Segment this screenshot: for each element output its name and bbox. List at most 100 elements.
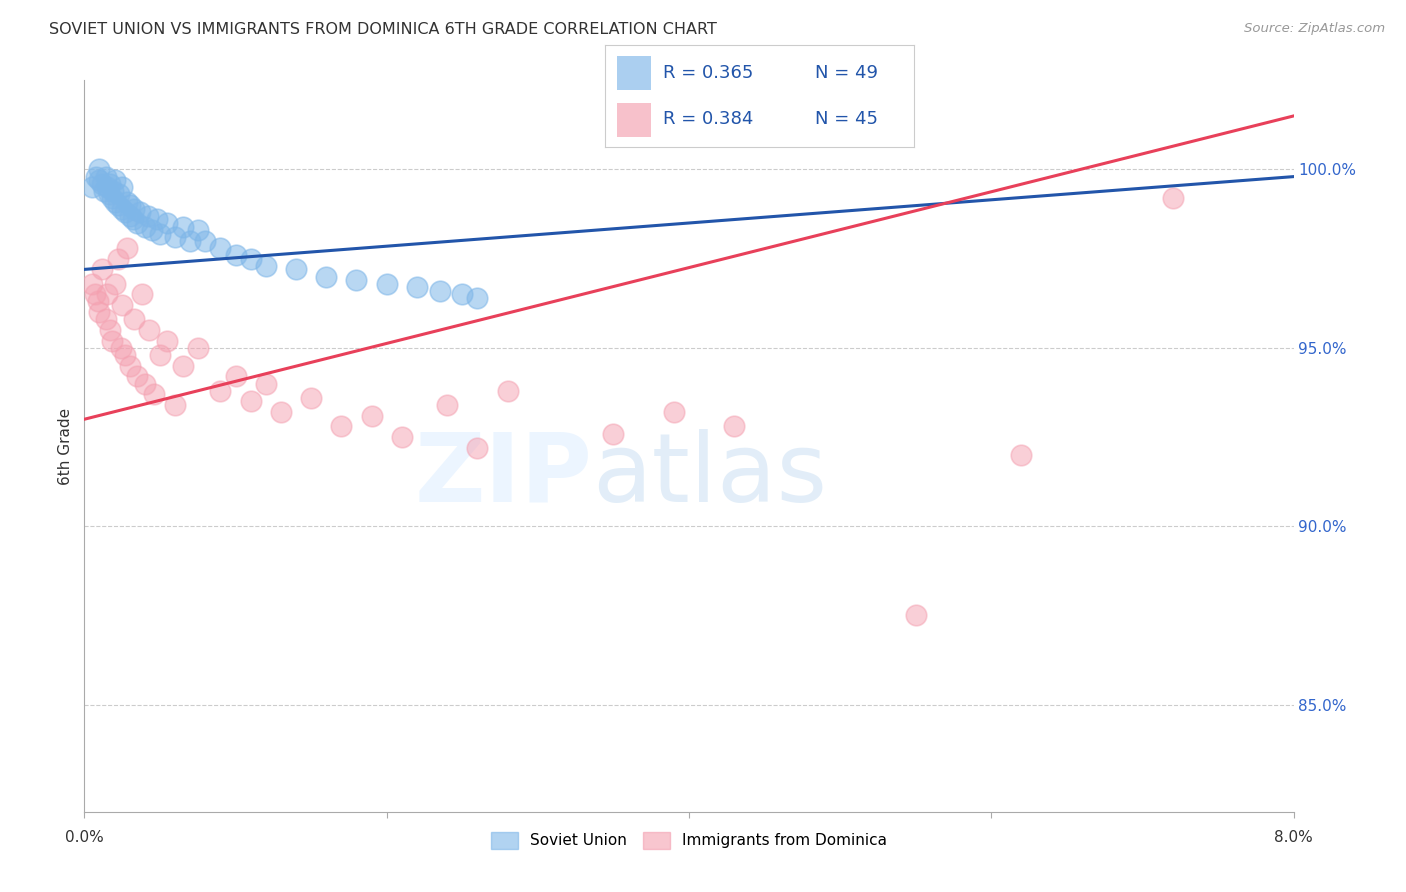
Point xyxy=(179,234,201,248)
Point xyxy=(89,173,111,187)
Point xyxy=(270,405,292,419)
Point xyxy=(406,280,429,294)
Point xyxy=(436,398,458,412)
Point xyxy=(602,426,624,441)
Point xyxy=(315,269,337,284)
Point xyxy=(467,441,489,455)
Text: N = 49: N = 49 xyxy=(815,64,877,82)
Point xyxy=(156,334,179,348)
Point xyxy=(375,277,398,291)
Point xyxy=(115,241,138,255)
Point xyxy=(104,194,127,209)
Point xyxy=(141,223,163,237)
Point xyxy=(225,248,247,262)
Y-axis label: 6th Grade: 6th Grade xyxy=(58,408,73,484)
Point xyxy=(114,348,136,362)
Point xyxy=(111,202,134,216)
Point xyxy=(156,216,179,230)
Point xyxy=(146,212,169,227)
Text: 8.0%: 8.0% xyxy=(1274,830,1313,845)
Point xyxy=(107,252,129,266)
Bar xyxy=(617,56,651,90)
Text: R = 0.365: R = 0.365 xyxy=(664,64,754,82)
Point xyxy=(91,177,114,191)
Point xyxy=(172,359,194,373)
Point xyxy=(254,376,277,391)
Point xyxy=(100,334,122,348)
Point xyxy=(94,312,117,326)
Point xyxy=(187,341,209,355)
Point xyxy=(110,341,132,355)
Point xyxy=(89,305,111,319)
Point xyxy=(239,252,262,266)
Point xyxy=(194,234,217,248)
Point xyxy=(149,348,172,362)
Point xyxy=(118,198,141,212)
Text: SOVIET UNION VS IMMIGRANTS FROM DOMINICA 6TH GRADE CORRELATION CHART: SOVIET UNION VS IMMIGRANTS FROM DOMINICA… xyxy=(49,22,717,37)
Point xyxy=(134,219,156,234)
Point xyxy=(131,287,153,301)
Point xyxy=(115,194,138,209)
Point xyxy=(87,294,110,309)
Point xyxy=(391,430,413,444)
Point xyxy=(96,287,118,301)
Point xyxy=(100,191,122,205)
Point xyxy=(209,241,232,255)
Point xyxy=(80,277,103,291)
Point xyxy=(451,287,474,301)
Point xyxy=(98,177,121,191)
Text: N = 45: N = 45 xyxy=(815,110,877,128)
Point xyxy=(89,162,111,177)
Point xyxy=(429,284,451,298)
Point xyxy=(80,180,103,194)
Point xyxy=(225,369,247,384)
Point xyxy=(1011,448,1033,462)
Point xyxy=(122,312,145,326)
Point xyxy=(122,202,145,216)
Point xyxy=(346,273,368,287)
Text: Source: ZipAtlas.com: Source: ZipAtlas.com xyxy=(1244,22,1385,36)
Bar xyxy=(617,103,651,137)
Point xyxy=(299,391,322,405)
Point xyxy=(104,173,127,187)
Point xyxy=(138,323,160,337)
Point xyxy=(187,223,209,237)
Point xyxy=(94,169,117,184)
Point xyxy=(104,277,127,291)
Point xyxy=(142,387,165,401)
Point xyxy=(496,384,519,398)
Point xyxy=(127,369,149,384)
Point xyxy=(114,205,136,219)
Legend: Soviet Union, Immigrants from Dominica: Soviet Union, Immigrants from Dominica xyxy=(485,825,893,855)
Point xyxy=(239,394,262,409)
Point xyxy=(84,287,107,301)
Point xyxy=(107,198,129,212)
Point xyxy=(108,187,131,202)
Point xyxy=(127,216,149,230)
Text: 0.0%: 0.0% xyxy=(65,830,104,845)
Point xyxy=(284,262,308,277)
Point xyxy=(1161,191,1184,205)
Point xyxy=(101,184,124,198)
Text: atlas: atlas xyxy=(592,429,827,522)
Point xyxy=(134,376,156,391)
Point xyxy=(904,608,927,623)
Point xyxy=(98,323,121,337)
Point xyxy=(165,398,187,412)
Point xyxy=(97,187,120,202)
Point xyxy=(136,209,159,223)
Text: ZIP: ZIP xyxy=(415,429,592,522)
Point xyxy=(360,409,382,423)
Point xyxy=(165,230,187,244)
Point xyxy=(129,205,152,219)
Point xyxy=(149,227,172,241)
Point xyxy=(96,180,118,194)
Text: R = 0.384: R = 0.384 xyxy=(664,110,754,128)
Point xyxy=(662,405,685,419)
Point xyxy=(209,384,232,398)
Point xyxy=(330,419,353,434)
Point xyxy=(118,359,141,373)
Point xyxy=(93,184,115,198)
Point xyxy=(121,212,143,227)
Point xyxy=(172,219,194,234)
